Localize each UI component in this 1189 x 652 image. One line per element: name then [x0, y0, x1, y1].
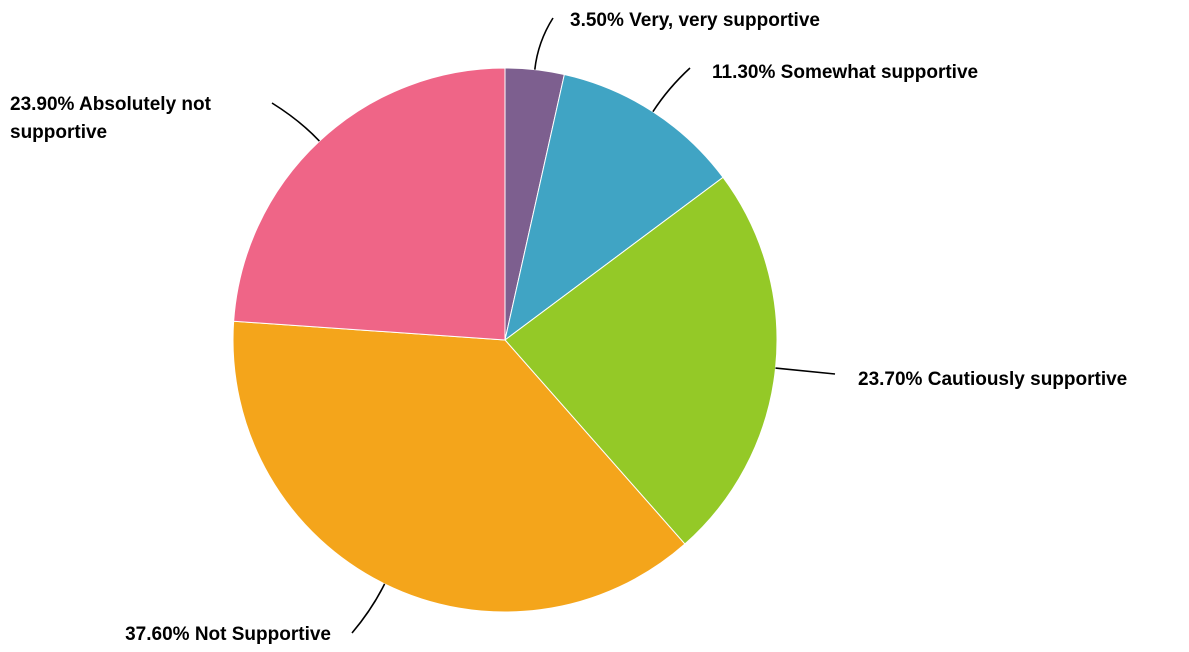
slice-label-2: 23.70% Cautiously supportive	[858, 369, 1127, 390]
leader-line-0	[534, 17, 554, 70]
slice-label-0: 3.50% Very, very supportive	[570, 10, 820, 31]
leader-line-3	[351, 583, 386, 634]
leader-line-2	[775, 367, 836, 375]
leader-line-1	[652, 67, 691, 113]
pie-slices	[232, 67, 778, 613]
leader-line-4	[271, 102, 320, 142]
pie-slice-3	[232, 320, 686, 613]
slice-label-3: 37.60% Not Supportive	[125, 624, 331, 645]
leader-lines	[271, 17, 836, 634]
slice-labels: 3.50% Very, very supportive 11.30% Somewh…	[10, 10, 1127, 645]
slice-label-4: 23.90% Absolutely not supportive	[10, 94, 212, 143]
pie-slice-4	[233, 67, 506, 341]
slice-label-1: 11.30% Somewhat supportive	[712, 62, 978, 83]
pie-slice-1	[504, 73, 724, 342]
